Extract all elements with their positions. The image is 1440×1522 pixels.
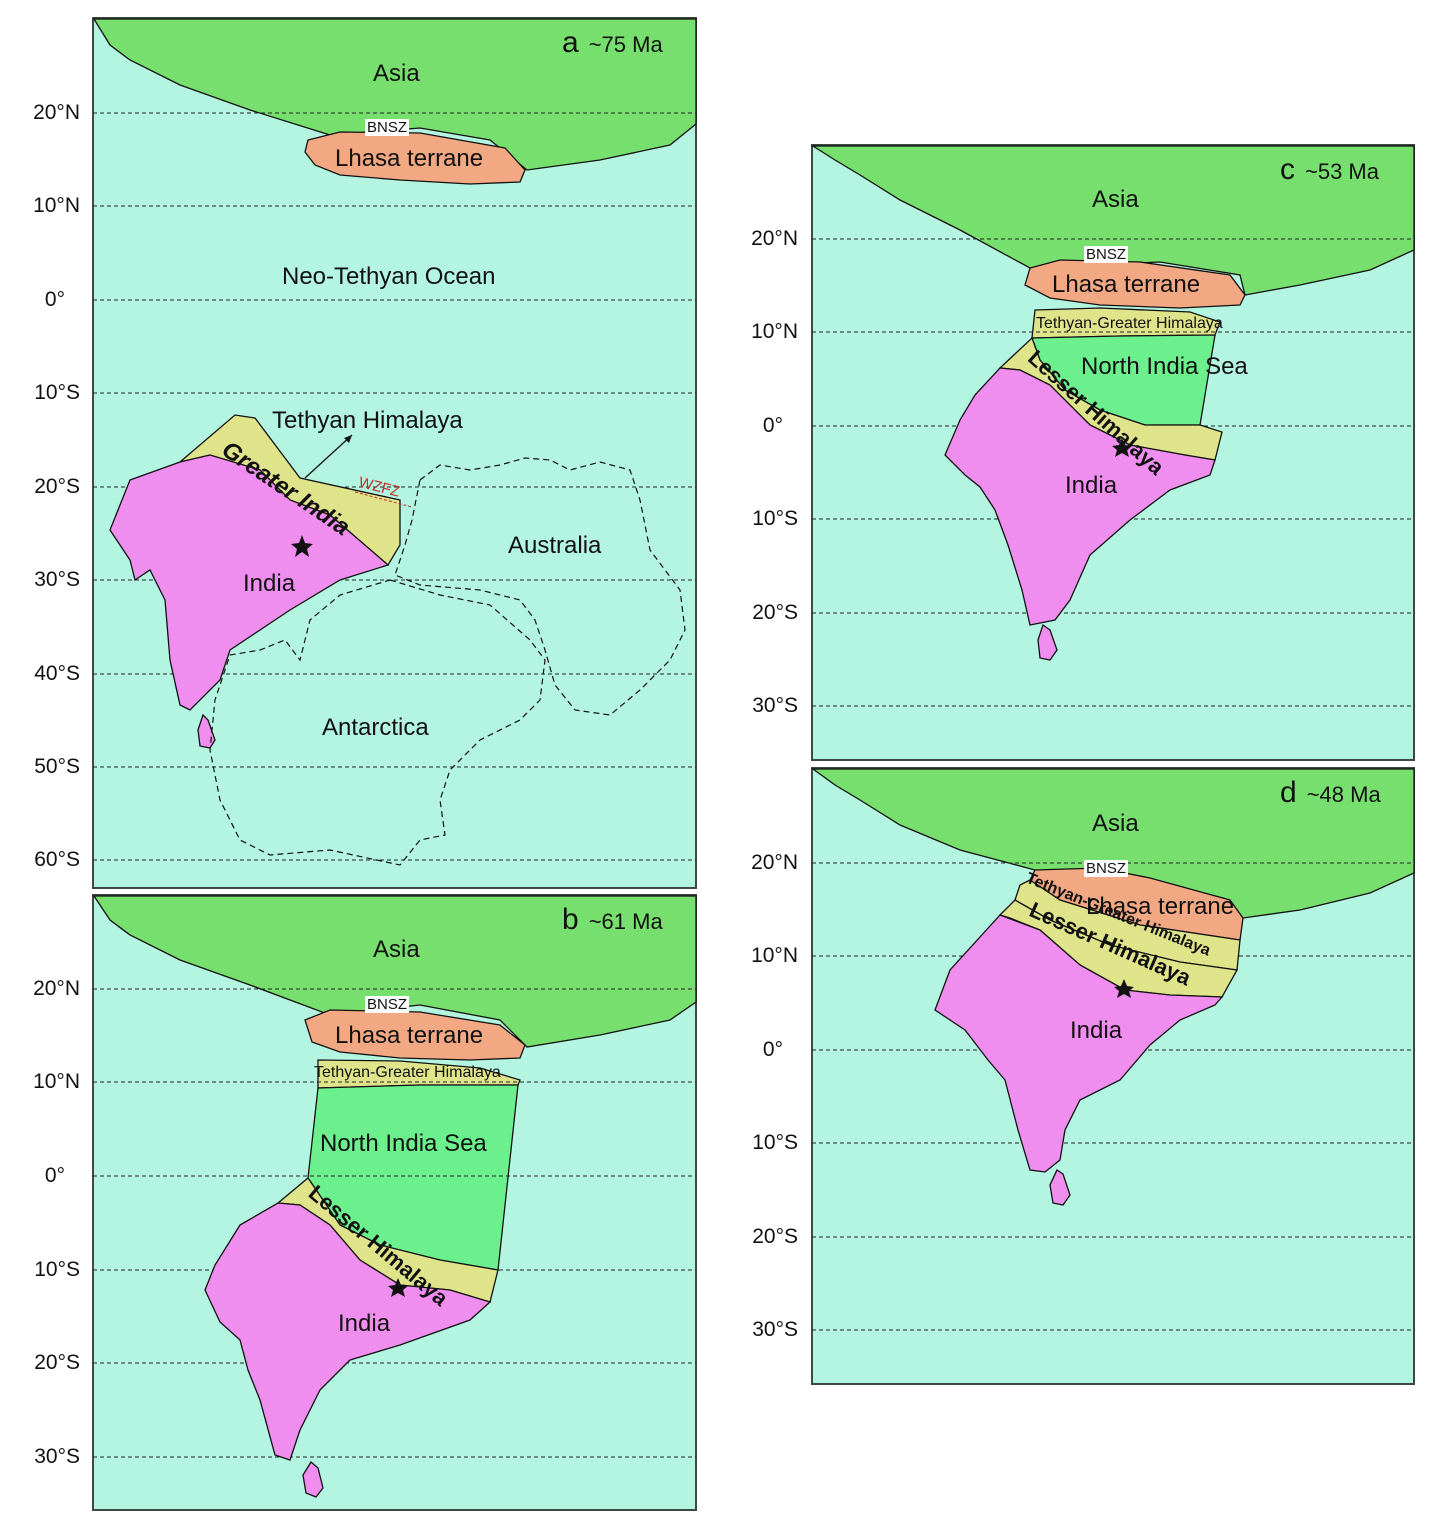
lat-label-d-10s: 10°S	[752, 1131, 798, 1154]
label-north-india-sea: North India Sea	[1081, 353, 1248, 380]
label-india: India	[338, 1310, 391, 1337]
label-north-india-sea: North India Sea	[320, 1130, 487, 1157]
label-tethyan-greater-himalaya: Tethyan-Greater Himalaya	[314, 1064, 501, 1081]
label-india: India	[243, 570, 296, 597]
label-tethyan-greater-himalaya: Tethyan-Greater Himalaya	[1036, 315, 1223, 332]
label-bnsz: BNSZ	[1084, 246, 1129, 263]
label-lhasa-terrane: Lhasa terrane	[1052, 271, 1201, 298]
label-neo-tethyan-ocean: Neo-Tethyan Ocean	[282, 263, 496, 290]
lat-label-c-10s: 10°S	[752, 507, 798, 530]
panel-age: ~53 Ma	[1305, 159, 1379, 184]
lat-label-a-0: 0°	[44, 288, 65, 311]
panel-age: ~61 Ma	[588, 909, 663, 934]
lat-label-d-10n: 10°N	[751, 944, 798, 967]
panel-age: ~48 Ma	[1306, 782, 1381, 807]
lat-label-a-10n: 10°N	[33, 194, 80, 217]
lat-label-a-20s: 20°S	[34, 475, 80, 498]
panel-c-title: c ~53 Ma	[1280, 153, 1379, 187]
lat-label-c-30s: 30°S	[752, 694, 798, 717]
label-bnsz: BNSZ	[365, 996, 410, 1013]
label-asia: Asia	[373, 60, 420, 87]
lat-label-a-20n: 20°N	[33, 101, 80, 124]
lat-label-d-0: 0°	[762, 1038, 783, 1061]
lat-label-b-30s: 30°S	[34, 1445, 80, 1468]
lat-label-c-10n: 10°N	[751, 320, 798, 343]
lat-label-b-10s: 10°S	[34, 1258, 80, 1281]
lat-label-a-60s: 60°S	[34, 848, 80, 871]
panel-d: 20°N 10°N 0° 10°S 20°S 30°S d ~48 Ma Asia…	[751, 767, 1415, 1385]
lat-label-d-20s: 20°S	[752, 1225, 798, 1248]
panel-d-title: d ~48 Ma	[1280, 776, 1381, 810]
panel-letter: d	[1280, 776, 1297, 809]
lat-label-b-10n: 10°N	[33, 1070, 80, 1093]
label-tethyan-himalaya: Tethyan Himalaya	[272, 407, 463, 434]
panel-d-map	[811, 767, 1415, 1385]
panel-a-title: a ~75 Ma	[562, 26, 663, 60]
label-lhasa-terrane: Lhasa terrane	[1086, 893, 1235, 920]
label-lhasa-terrane: Lhasa terrane	[335, 145, 484, 172]
lat-label-c-20s: 20°S	[752, 601, 798, 624]
label-asia: Asia	[373, 936, 420, 963]
panel-letter: b	[562, 903, 579, 936]
lat-label-c-0: 0°	[762, 414, 783, 437]
label-india: India	[1070, 1017, 1123, 1044]
panel-letter: a	[562, 26, 579, 59]
lat-label-d-20n: 20°N	[751, 851, 798, 874]
lat-label-c-20n: 20°N	[751, 227, 798, 250]
panel-letter: c	[1280, 153, 1295, 186]
lat-label-a-50s: 50°S	[34, 755, 80, 778]
label-bnsz: BNSZ	[1084, 860, 1129, 877]
label-lhasa-terrane: Lhasa terrane	[335, 1022, 484, 1049]
label-antarctica: Antarctica	[322, 714, 429, 741]
panel-age: ~75 Ma	[588, 32, 663, 57]
lat-label-a-40s: 40°S	[34, 662, 80, 685]
lat-label-a-10s: 10°S	[34, 381, 80, 404]
lat-label-d-30s: 30°S	[752, 1318, 798, 1341]
panel-c: 20°N 10°N 0° 10°S 20°S 30°S c ~53 Ma Asia…	[751, 144, 1415, 761]
label-asia: Asia	[1092, 810, 1139, 837]
label-australia: Australia	[508, 532, 602, 559]
lat-label-b-20n: 20°N	[33, 977, 80, 1000]
label-bnsz: BNSZ	[365, 119, 410, 136]
panel-c-map	[810, 144, 1415, 761]
panel-b-map	[92, 894, 697, 1511]
lat-label-a-30s: 30°S	[34, 568, 80, 591]
panel-a-map	[92, 17, 697, 889]
panel-a: 20°N 10°N 0° 10°S 20°S 30°S 40°S 50°S 60…	[0, 0, 720, 890]
label-india: India	[1065, 472, 1118, 499]
lat-label-b-0: 0°	[44, 1164, 65, 1187]
lat-label-b-20s: 20°S	[34, 1351, 80, 1374]
panel-b: 20°N 10°N 0° 10°S 20°S 30°S b ~61 Ma Asia…	[33, 894, 697, 1511]
panel-b-title: b ~61 Ma	[562, 903, 663, 937]
label-asia: Asia	[1092, 186, 1139, 213]
